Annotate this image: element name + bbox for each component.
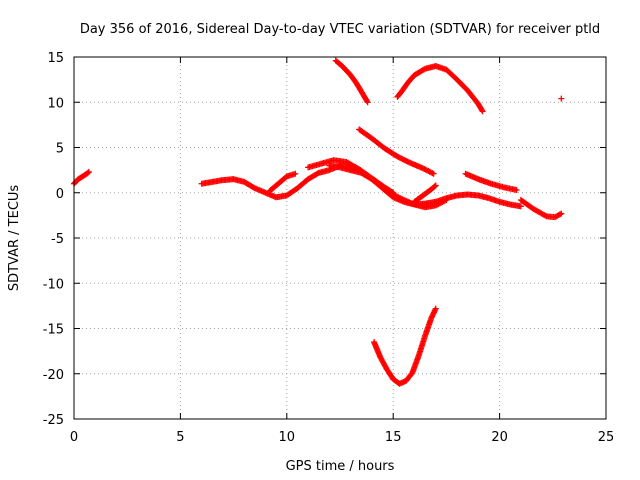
data-point bbox=[432, 182, 439, 189]
data-point bbox=[363, 98, 370, 105]
y-tick-label: -15 bbox=[43, 323, 64, 338]
axis-ticks: 0 5 10 15 20 25 15 10 5 0 -5 -10 -15 -20 -25 bbox=[43, 51, 615, 445]
y-tick-label: 0 bbox=[56, 187, 64, 202]
data-point bbox=[517, 203, 524, 210]
data-points bbox=[71, 57, 565, 387]
y-tick-label: 10 bbox=[47, 96, 64, 111]
data-point bbox=[479, 108, 486, 115]
x-tick-label: 15 bbox=[385, 430, 402, 445]
y-axis-label: SDTVAR / TECUs bbox=[7, 185, 22, 292]
y-tick-label: 5 bbox=[56, 142, 64, 157]
data-point bbox=[430, 170, 437, 177]
x-tick-label: 20 bbox=[491, 430, 508, 445]
data-point bbox=[478, 107, 485, 114]
data-point bbox=[431, 183, 438, 190]
y-tick-label: -10 bbox=[43, 277, 64, 292]
x-tick-label: 10 bbox=[279, 430, 296, 445]
data-point bbox=[364, 99, 371, 106]
data-point bbox=[399, 196, 406, 203]
data-point bbox=[84, 169, 91, 176]
data-point bbox=[513, 187, 520, 194]
chart-title: Day 356 of 2016, Sidereal Day-to-day VTE… bbox=[80, 22, 600, 37]
data-point bbox=[542, 212, 549, 219]
y-tick-label: -20 bbox=[43, 368, 64, 383]
x-tick-label: 5 bbox=[176, 430, 184, 445]
y-tick-label: -5 bbox=[51, 232, 64, 247]
x-tick-label: 25 bbox=[598, 430, 615, 445]
x-axis-label: GPS time / hours bbox=[286, 459, 395, 474]
data-point bbox=[85, 168, 92, 175]
y-tick-label: 15 bbox=[47, 51, 64, 66]
grid-lines bbox=[74, 57, 606, 419]
data-point bbox=[429, 170, 436, 177]
data-point bbox=[558, 95, 565, 102]
data-point bbox=[443, 196, 450, 203]
data-point bbox=[442, 197, 449, 204]
y-tick-label: -25 bbox=[43, 413, 64, 428]
data-point bbox=[558, 210, 565, 217]
x-tick-label: 0 bbox=[70, 430, 78, 445]
data-point bbox=[292, 170, 299, 177]
data-point bbox=[432, 305, 439, 312]
data-point bbox=[557, 211, 564, 218]
